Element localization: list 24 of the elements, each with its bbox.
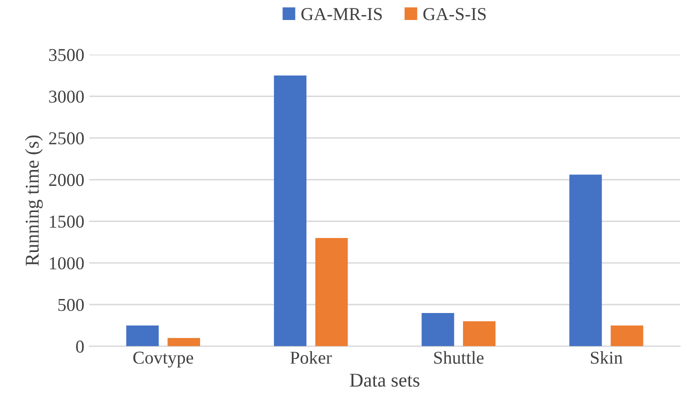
bar xyxy=(168,338,200,346)
y-tick-label: 1500 xyxy=(50,216,84,228)
y-tick-label: 2500 xyxy=(49,132,84,144)
x-axis-title: Data sets xyxy=(350,374,420,387)
bar xyxy=(569,174,602,346)
legend-label: GA-MR-IS xyxy=(301,8,382,20)
x-tick-label: Shuttle xyxy=(434,351,484,364)
y-tick-label: 0 xyxy=(76,340,84,353)
y-axis-title: Running time (s) xyxy=(25,135,43,266)
y-tick-label: 3500 xyxy=(49,48,84,62)
bar xyxy=(422,312,454,346)
x-tick-label: Poker xyxy=(290,351,332,364)
bar xyxy=(274,76,306,346)
bar xyxy=(463,321,496,346)
bar xyxy=(315,238,348,346)
x-tick-label: Covtype xyxy=(133,352,194,368)
y-tick-label: 3000 xyxy=(49,90,84,103)
y-tick-label: 500 xyxy=(58,298,84,312)
y-tick-label: 1000 xyxy=(50,257,84,270)
x-tick-label: Skin xyxy=(590,351,623,364)
bar xyxy=(610,325,644,346)
y-tick-label: 2000 xyxy=(49,174,84,186)
bar xyxy=(126,325,159,346)
legend-label: GA-S-IS xyxy=(423,8,486,20)
